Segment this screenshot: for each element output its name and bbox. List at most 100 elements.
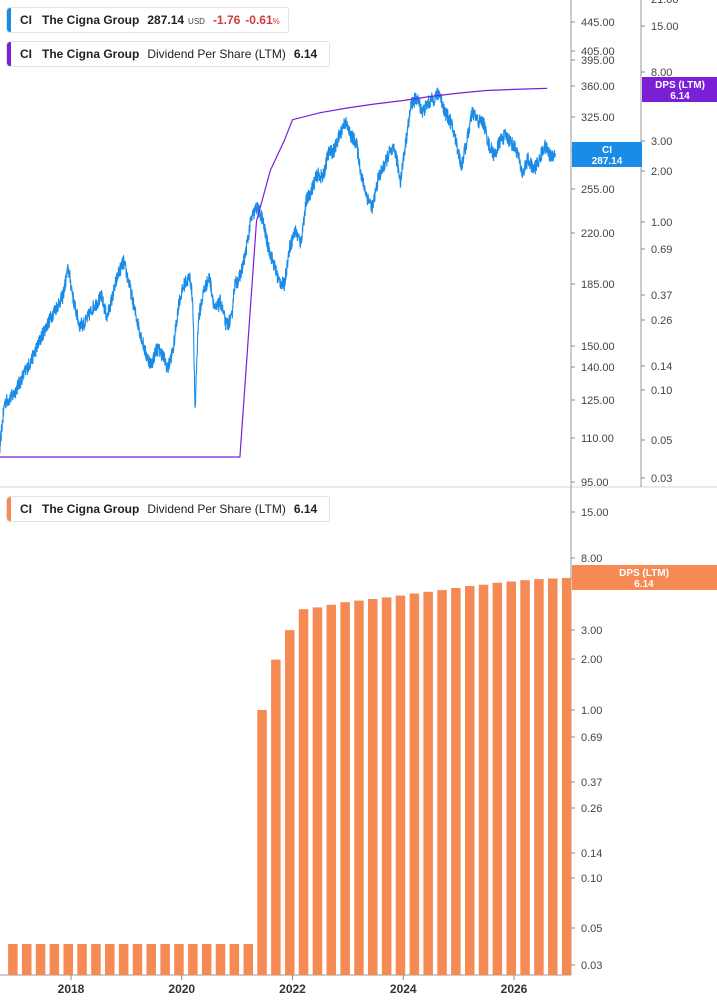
- dps-bar: [201, 944, 212, 975]
- x-axis-label: 2020: [168, 982, 195, 996]
- dps-bar: [271, 659, 281, 975]
- dps-bar: [423, 591, 433, 975]
- dps-bar: [285, 630, 295, 975]
- dps-bars: [8, 578, 572, 975]
- legend-dps-bottom-value: 6.14: [293, 502, 318, 516]
- dps-label-bottom-bg: [572, 565, 717, 590]
- dps-bar: [354, 600, 364, 975]
- dps-tick-label-bottom: 8.00: [581, 553, 602, 565]
- dps-bar: [298, 609, 309, 975]
- dps-bar: [8, 944, 18, 975]
- dps-bar: [188, 944, 198, 975]
- dps-tick-label-bottom: 3.00: [581, 625, 602, 637]
- dps-bar: [409, 593, 420, 975]
- dps-bar: [395, 595, 406, 975]
- legend-price-color-bar: [7, 8, 11, 32]
- dps-bar: [368, 599, 378, 975]
- price-label-ticker: CI: [602, 145, 612, 156]
- dps-tick-label-bottom: 1.00: [581, 705, 602, 717]
- dps-bar: [132, 944, 143, 975]
- dps-bar: [561, 578, 572, 975]
- price-tick-label: 140.00: [581, 362, 615, 374]
- dps-bar: [105, 944, 115, 975]
- dps-bar: [506, 581, 516, 975]
- dps-bar: [340, 602, 350, 975]
- legend-dps-bottom-color-bar: [7, 497, 11, 521]
- dps-bar: [520, 580, 530, 975]
- dps-label-top-title: DPS (LTM): [655, 80, 705, 91]
- x-axis-label: 2018: [58, 982, 85, 996]
- legend-dps-top[interactable]: CI The Cigna Group Dividend Per Share (L…: [6, 41, 331, 67]
- dps-tick-label-top: 0.03: [651, 473, 672, 485]
- legend-dps-top-value: 6.14: [293, 47, 318, 61]
- dps-bar: [49, 944, 60, 975]
- dps-bar: [243, 944, 253, 975]
- price-tick-label: 125.00: [581, 395, 615, 407]
- dps-tick-label-top: 15.00: [651, 21, 679, 33]
- dps-bar: [478, 584, 489, 975]
- dps-tick-label-bottom: 0.05: [581, 923, 602, 935]
- x-axis-label: 2026: [501, 982, 528, 996]
- dps-bar: [215, 944, 226, 975]
- dps-label-bottom-title: DPS (LTM): [619, 568, 669, 579]
- legend-dps-top-color-bar: [7, 42, 11, 66]
- dps-bar: [492, 582, 503, 975]
- dps-tick-label-bottom: 0.10: [581, 873, 602, 885]
- x-axis-label: 2022: [279, 982, 306, 996]
- legend-dps-bottom-metric: Dividend Per Share (LTM): [147, 502, 286, 516]
- dps-bar: [160, 944, 170, 975]
- dps-bar: [146, 944, 156, 975]
- dps-bar: [35, 944, 46, 975]
- dps-bar: [326, 604, 336, 975]
- dps-bar: [437, 590, 447, 975]
- dps-tick-label-top: 0.05: [651, 435, 672, 447]
- price-tick-label: 220.00: [581, 228, 615, 240]
- dps-tick-label-top: 0.69: [651, 244, 672, 256]
- dps-bar: [312, 607, 323, 975]
- dps-tick-label-top: 3.00: [651, 136, 672, 148]
- dps-bar: [91, 944, 101, 975]
- dps-bar: [229, 944, 240, 975]
- x-axis-label: 2024: [390, 982, 417, 996]
- legend-dps-top-name: The Cigna Group: [42, 47, 140, 61]
- dps-tick-label-top: 0.37: [651, 290, 672, 302]
- price-tick-label: 255.00: [581, 184, 615, 196]
- legend-price-change-pct: -0.61: [245, 13, 273, 27]
- dps-bar: [257, 710, 267, 975]
- dps-tick-label-top: 0.14: [651, 361, 672, 373]
- legend-dps-top-ticker: CI: [20, 47, 32, 61]
- dps-bar: [548, 578, 558, 975]
- price-label-value: 287.14: [592, 156, 623, 167]
- dps-tick-label-top: 1.00: [651, 217, 672, 229]
- dps-bar: [381, 597, 392, 975]
- dps-tick-label-bottom: 2.00: [581, 654, 602, 666]
- price-tick-label: 405.00: [581, 46, 615, 58]
- dps-bar: [174, 944, 184, 975]
- dps-tick-label-bottom: 0.14: [581, 848, 602, 860]
- price-tick-label: 185.00: [581, 279, 615, 291]
- price-tick-label: 360.00: [581, 81, 615, 93]
- legend-price-ticker: CI: [20, 13, 32, 27]
- dps-bar: [63, 944, 73, 975]
- dps-tick-label-top: 8.00: [651, 67, 672, 79]
- dps-bar: [22, 944, 32, 975]
- price-line: [0, 87, 556, 453]
- legend-price[interactable]: CI The Cigna Group 287.14 USD -1.76 -0.6…: [6, 7, 289, 33]
- legend-price-pct-sign: %: [272, 17, 280, 26]
- legend-dps-bottom-name: The Cigna Group: [42, 502, 140, 516]
- legend-price-unit: USD: [188, 17, 205, 26]
- dps-tick-label-bottom: 0.37: [581, 777, 602, 789]
- price-tick-label: 150.00: [581, 341, 615, 353]
- dps-tick-label-bottom: 0.03: [581, 960, 602, 972]
- dps-tick-label-top: 2.00: [651, 166, 672, 178]
- dps-tick-label-bottom: 15.00: [581, 507, 609, 519]
- dps-tick-label-bottom: 0.26: [581, 803, 602, 815]
- dps-bar: [77, 944, 87, 975]
- legend-price-value: 287.14: [147, 13, 185, 27]
- legend-price-name: The Cigna Group: [42, 13, 140, 27]
- dps-bar: [534, 579, 544, 975]
- legend-dps-bottom[interactable]: CI The Cigna Group Dividend Per Share (L…: [6, 496, 331, 522]
- price-tick-label: 95.00: [581, 477, 609, 489]
- price-tick-label: 110.00: [581, 433, 614, 445]
